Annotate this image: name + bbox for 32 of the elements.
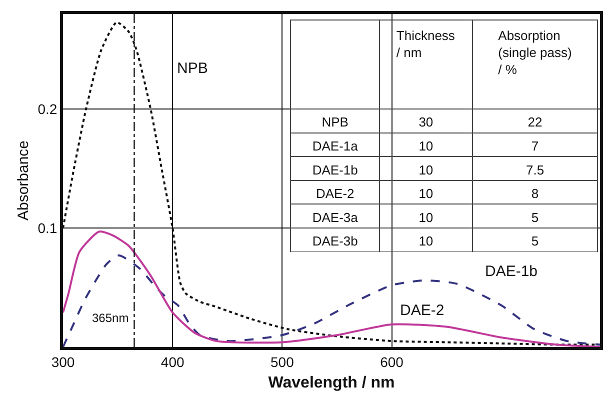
annotation: 10 — [418, 138, 434, 154]
annotation: 5 — [531, 210, 539, 225]
y-tick-label: 0.2 — [38, 101, 58, 118]
annotation: 10 — [418, 186, 434, 202]
x-tick-label: 600 — [380, 354, 404, 370]
annotation: 22 — [528, 114, 542, 130]
annotation: Absorption (single pass) / % — [498, 28, 572, 77]
annotation: DAE-2 — [316, 186, 354, 202]
x-tick-label: 500 — [270, 354, 294, 370]
ref-line-label: 365nm — [92, 311, 129, 325]
x-axis-title: Wavelength / nm — [268, 374, 395, 392]
annotation: 10 — [418, 210, 434, 225]
annotation: 30 — [418, 114, 434, 130]
y-tick-label: 0.1 — [38, 220, 58, 236]
annotation: 10 — [418, 162, 434, 178]
annotation: 5 — [531, 234, 539, 249]
annotation: DAE-3a — [312, 210, 359, 225]
text: NPB — [177, 60, 208, 77]
y-axis-title: Absorbance — [14, 140, 32, 221]
annotation: DAE-3b — [312, 234, 358, 249]
series-label: DAE-2 — [400, 302, 444, 319]
annotation: 7.5 — [526, 162, 544, 178]
x-tick-label: 400 — [160, 354, 184, 370]
x-tick-label: 300 — [51, 354, 75, 370]
annotation: 10 — [418, 234, 434, 249]
annotation: Thickness / nm — [396, 28, 456, 60]
annotation: 7 — [531, 138, 539, 154]
annotation: DAE-1a — [312, 138, 359, 154]
annotation: DAE-1b — [312, 162, 358, 178]
annotation: 8 — [531, 186, 539, 202]
annotation: NPB — [322, 114, 348, 130]
series-label: DAE-1b — [485, 263, 538, 280]
